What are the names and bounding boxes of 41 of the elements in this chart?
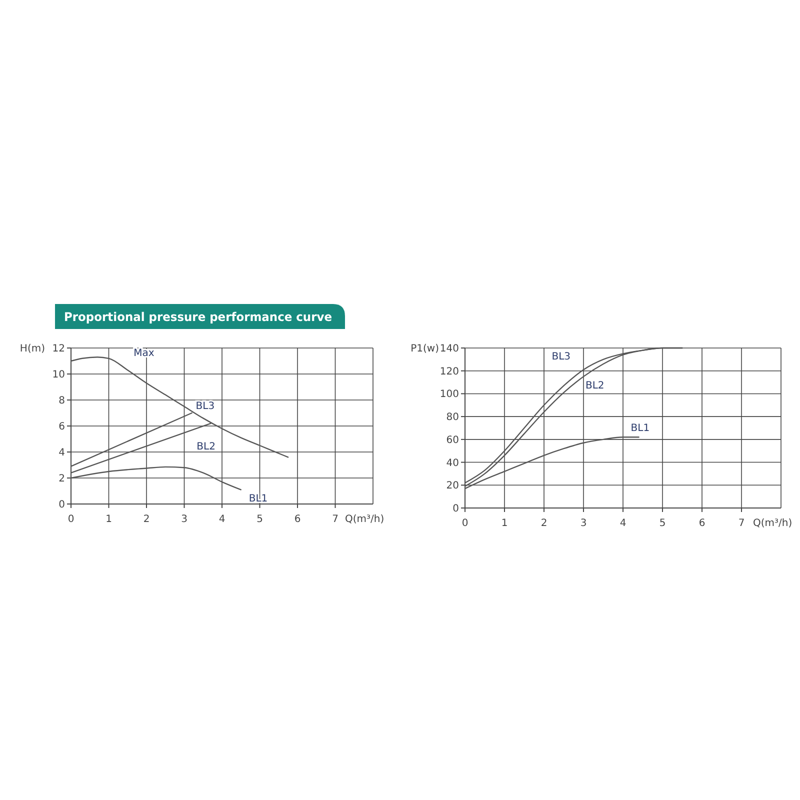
y-tick-label: 2	[58, 474, 65, 484]
series-label: BL2	[196, 441, 216, 452]
chart-title: Proportional pressure performance curve	[64, 310, 345, 324]
y-tick-label: 0	[452, 504, 459, 514]
x-tick-label: 4	[218, 514, 226, 525]
x-tick-label: 6	[698, 518, 706, 529]
y-tick-label: 0	[58, 500, 65, 510]
y-axis-title: H(m)	[20, 344, 46, 354]
y-tick-label: 40	[446, 458, 459, 469]
x-tick-label: 0	[462, 518, 468, 529]
series-label: BL2	[586, 380, 604, 392]
x-tick-label: 4	[620, 518, 626, 529]
x-tick-label: 5	[659, 518, 666, 529]
x-tick-label: 0	[68, 514, 74, 525]
x-tick-label: 2	[540, 518, 548, 529]
y-tick-label: 8	[58, 396, 65, 406]
y-tick-label: 80	[446, 412, 459, 424]
y-tick-label: 6	[58, 422, 65, 432]
y-tick-label: 4	[58, 448, 65, 458]
x-tick-label: 2	[143, 514, 150, 525]
y-tick-label: 140	[440, 344, 459, 354]
y-tick-label: 12	[52, 344, 65, 354]
y-tick-label: 100	[440, 389, 459, 400]
y-tick-label: 60	[446, 434, 459, 446]
y-tick-label: 20	[446, 480, 459, 492]
x-tick-label: 7	[738, 518, 745, 529]
x-tick-label: 3	[181, 514, 188, 525]
x-tick-label: 7	[332, 514, 338, 525]
x-tick-label: 3	[580, 518, 587, 529]
y-tick-label: 120	[440, 366, 459, 378]
x-tick-label: 6	[294, 514, 301, 525]
y-axis-title: P1(w)	[410, 344, 440, 354]
series-label: BL3	[552, 352, 571, 363]
x-tick-label: 1	[106, 514, 112, 525]
x-tick-label: 5	[256, 514, 263, 525]
x-axis-title: Q(m³/h)	[753, 518, 792, 529]
y-tick-label: 10	[52, 370, 65, 380]
x-axis-title: Q(m³/h)	[345, 514, 384, 525]
series-label: BL1	[630, 423, 650, 434]
series-label: BL3	[196, 401, 215, 412]
x-tick-label: 1	[501, 518, 508, 529]
